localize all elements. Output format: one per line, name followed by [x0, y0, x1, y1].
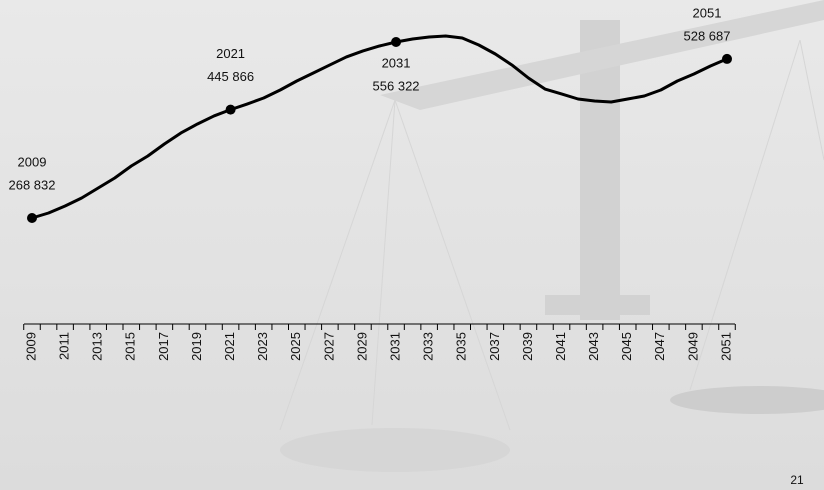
x-tick-label: 2031: [387, 332, 402, 361]
x-tick-label: 2041: [553, 332, 568, 361]
x-tick-label: 2035: [454, 332, 469, 361]
x-tick-label: 2029: [354, 332, 369, 361]
point-year: 2021: [216, 46, 245, 61]
value-label: 268 832: [9, 177, 56, 192]
x-tick-label: 2051: [718, 332, 733, 361]
x-tick-label: 2019: [189, 332, 204, 361]
x-tick-label: 2047: [652, 332, 667, 361]
x-tick-label: 2037: [487, 332, 502, 361]
scales-decoration: [280, 0, 824, 472]
data-point: [225, 104, 236, 115]
data-point: [391, 36, 402, 47]
x-tick-label: 2009: [23, 332, 38, 361]
x-tick-label: 2045: [619, 332, 634, 361]
x-tick-label: 2033: [421, 332, 436, 361]
point-year: 2009: [18, 154, 47, 169]
point-year: 2051: [693, 5, 722, 20]
x-tick-label: 2011: [57, 332, 72, 360]
value-label: 445 866: [207, 69, 254, 84]
data-point: [722, 53, 732, 64]
value-label: 528 687: [684, 28, 731, 43]
x-tick-label: 2021: [222, 332, 237, 361]
data-point: [27, 213, 37, 223]
x-tick-label: 2027: [321, 332, 336, 361]
value-label: 556 322: [373, 78, 420, 93]
data-line: [31, 34, 728, 220]
x-tick-label: 2013: [90, 332, 105, 361]
x-tick-label: 2039: [520, 332, 535, 361]
x-tick-label: 2023: [255, 332, 270, 361]
x-tick-label: 2049: [685, 332, 700, 361]
page-number: 21: [790, 473, 804, 487]
scales-strings: [279, 39, 824, 431]
x-tick-label: 2017: [156, 332, 171, 361]
point-year: 2031: [382, 55, 411, 70]
x-tick-label: 2015: [123, 332, 138, 361]
x-tick-label: 2043: [586, 332, 601, 361]
x-tick-label: 2025: [288, 332, 303, 361]
